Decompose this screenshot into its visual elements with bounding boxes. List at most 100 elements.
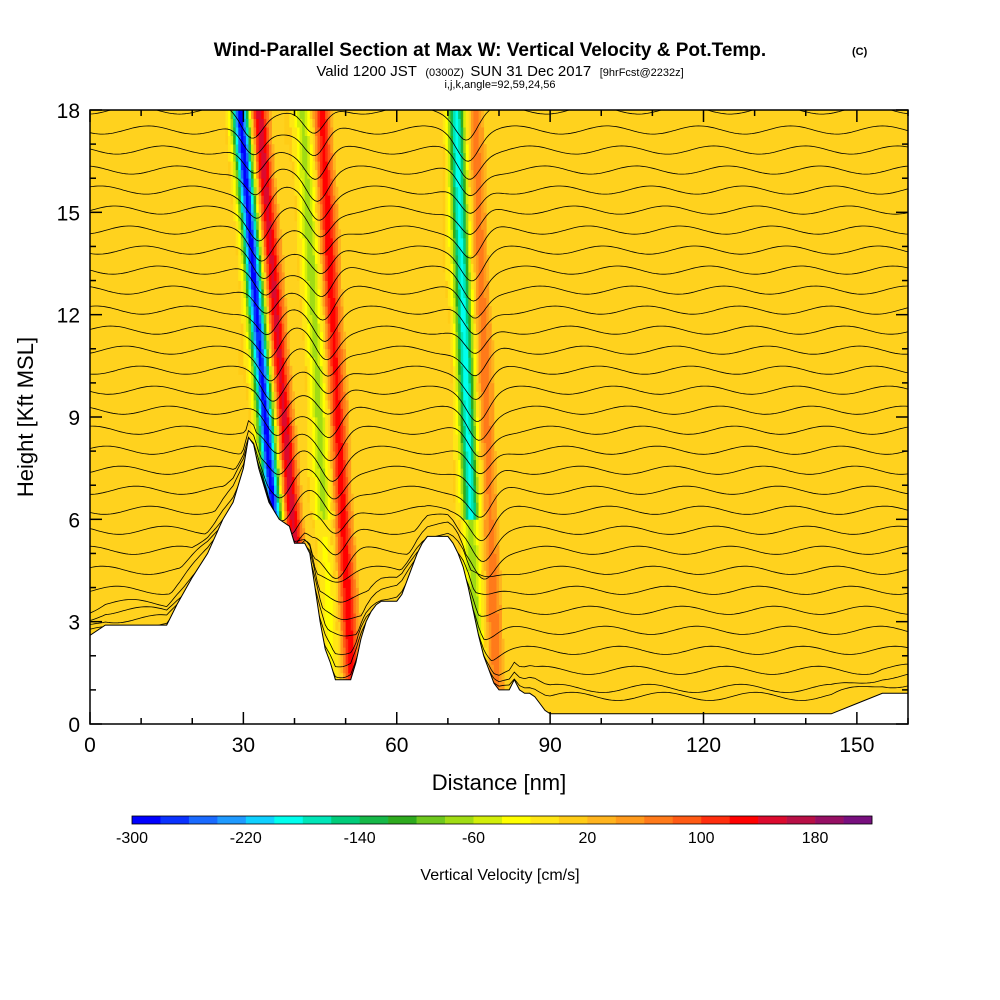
velocity-cell (299, 246, 303, 256)
velocity-cell (274, 306, 278, 316)
velocity-cell (235, 220, 239, 230)
velocity-cell (486, 553, 490, 563)
velocity-cell (314, 127, 318, 136)
velocity-cell (299, 485, 303, 495)
velocity-cell (258, 306, 262, 316)
velocity-cell (335, 476, 339, 486)
velocity-cell (268, 169, 272, 179)
velocity-cell (473, 382, 477, 392)
isentropes (90, 110, 908, 701)
velocity-cell (320, 451, 324, 461)
velocity-cell (281, 485, 285, 495)
velocity-cell (320, 493, 324, 503)
velocity-cell (263, 118, 267, 128)
velocity-cell (263, 203, 267, 213)
velocity-cell (230, 110, 234, 119)
velocity-cell (458, 485, 462, 495)
velocity-cell (335, 408, 339, 418)
velocity-cell (473, 331, 477, 341)
velocity-cell (486, 502, 490, 512)
velocity-cell (343, 417, 347, 426)
velocity-cell (348, 613, 352, 623)
velocity-cell (325, 135, 329, 145)
velocity-cell (320, 195, 324, 205)
velocity-cell (256, 169, 260, 179)
velocity-cell (335, 468, 339, 478)
velocity-cell (478, 621, 482, 631)
velocity-cell (455, 152, 459, 162)
velocity-cell (276, 451, 280, 461)
velocity-cell (340, 587, 344, 597)
velocity-cell (281, 502, 285, 512)
velocity-cell (268, 135, 272, 145)
velocity-cell (320, 468, 324, 478)
velocity-cell (325, 408, 329, 418)
velocity-cell (475, 229, 479, 239)
velocity-cell (307, 451, 311, 461)
velocity-cell (314, 357, 318, 367)
velocity-cell (309, 246, 313, 256)
velocity-cell (332, 246, 336, 256)
velocity-cell (458, 331, 462, 341)
velocity-cell (274, 186, 278, 196)
velocity-cell (447, 254, 451, 264)
velocity-cell (343, 510, 347, 520)
velocity-cell (312, 297, 316, 307)
velocity-cell (493, 485, 497, 495)
velocity-cell (458, 391, 462, 401)
velocity-cell (256, 263, 260, 273)
velocity-cell (271, 493, 275, 503)
velocity-cell (332, 502, 336, 512)
velocity-cell (491, 638, 495, 648)
velocity-cell (493, 476, 497, 486)
velocity-cell (271, 331, 275, 341)
velocity-cell (253, 203, 257, 213)
velocity-cell (286, 331, 290, 341)
velocity-cell (289, 434, 293, 443)
velocity-cell (463, 203, 467, 213)
velocity-cell (256, 220, 260, 230)
velocity-cell (455, 263, 459, 273)
velocity-cell (256, 246, 260, 256)
y-tick-label: 0 (68, 714, 80, 737)
velocity-cell (478, 391, 482, 401)
velocity-cell (483, 331, 487, 341)
velocity-cell (266, 186, 270, 196)
velocity-cell (470, 110, 474, 119)
velocity-cell (317, 186, 321, 196)
velocity-cell (299, 220, 303, 230)
velocity-cell (266, 348, 270, 358)
velocity-cell (491, 442, 495, 452)
velocity-cell (307, 263, 311, 273)
velocity-cell (350, 493, 354, 503)
velocity-cell (302, 519, 306, 529)
velocity-cell (307, 425, 311, 435)
velocity-cell (253, 272, 257, 281)
velocity-cell (488, 374, 492, 384)
velocity-cell (452, 348, 456, 358)
velocity-cell (309, 408, 313, 418)
velocity-cell (325, 212, 329, 222)
velocity-cell (243, 186, 247, 196)
velocity-cell (473, 195, 477, 205)
velocity-cell (309, 348, 313, 358)
velocity-cell (266, 254, 270, 264)
velocity-cell (465, 374, 469, 384)
velocity-cell (268, 399, 272, 409)
velocity-cell (483, 417, 487, 426)
velocity-cell (271, 144, 275, 154)
velocity-cell (258, 220, 262, 230)
velocity-cell (294, 152, 298, 162)
velocity-cell (450, 348, 454, 358)
velocity-cell (475, 195, 479, 205)
velocity-cell (468, 570, 472, 580)
velocity-cell (322, 135, 326, 145)
velocity-cell (455, 203, 459, 213)
velocity-cell (491, 357, 495, 367)
velocity-cell (465, 544, 469, 554)
velocity-cell (452, 297, 456, 307)
velocity-cell (447, 178, 451, 188)
velocity-cell (251, 382, 254, 392)
velocity-cell (335, 664, 339, 674)
velocity-cell (348, 468, 352, 478)
